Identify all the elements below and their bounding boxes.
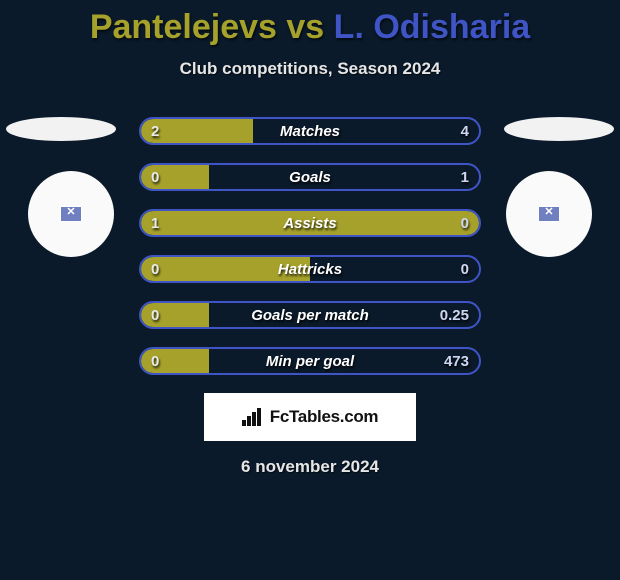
brand-text: FcTables.com (270, 407, 379, 427)
stat-bar: 01Goals (139, 163, 481, 191)
stat-label: Min per goal (141, 349, 479, 373)
stat-label: Matches (141, 119, 479, 143)
right-team-ellipse (504, 117, 614, 141)
right-player-avatar (506, 171, 592, 257)
date-stamp: 6 november 2024 (0, 457, 620, 477)
stat-bar: 10Assists (139, 209, 481, 237)
brand-bars-icon (242, 408, 264, 426)
left-player-avatar (28, 171, 114, 257)
title-right-name: L. Odisharia (334, 8, 531, 46)
stat-bar: 24Matches (139, 117, 481, 145)
subtitle: Club competitions, Season 2024 (0, 59, 620, 79)
comparison-stage: 24Matches 01Goals 10Assists 00Hattricks 00.2… (0, 117, 620, 375)
stat-bars: 24Matches 01Goals 10Assists 00Hattricks 00.2… (139, 117, 481, 375)
placeholder-flag-icon (60, 206, 82, 222)
title-left-name: Pantelejevs (90, 8, 277, 46)
stat-bar: 00.25Goals per match (139, 301, 481, 329)
stat-label: Goals per match (141, 303, 479, 327)
stat-bar: 0473Min per goal (139, 347, 481, 375)
page-title: Pantelejevs vs L. Odisharia (0, 0, 620, 47)
stat-label: Hattricks (141, 257, 479, 281)
brand-box: FcTables.com (204, 393, 416, 441)
stat-label: Goals (141, 165, 479, 189)
stat-bar: 00Hattricks (139, 255, 481, 283)
stat-label: Assists (141, 211, 479, 235)
title-vs: vs (277, 8, 334, 46)
placeholder-flag-icon (538, 206, 560, 222)
left-team-ellipse (6, 117, 116, 141)
